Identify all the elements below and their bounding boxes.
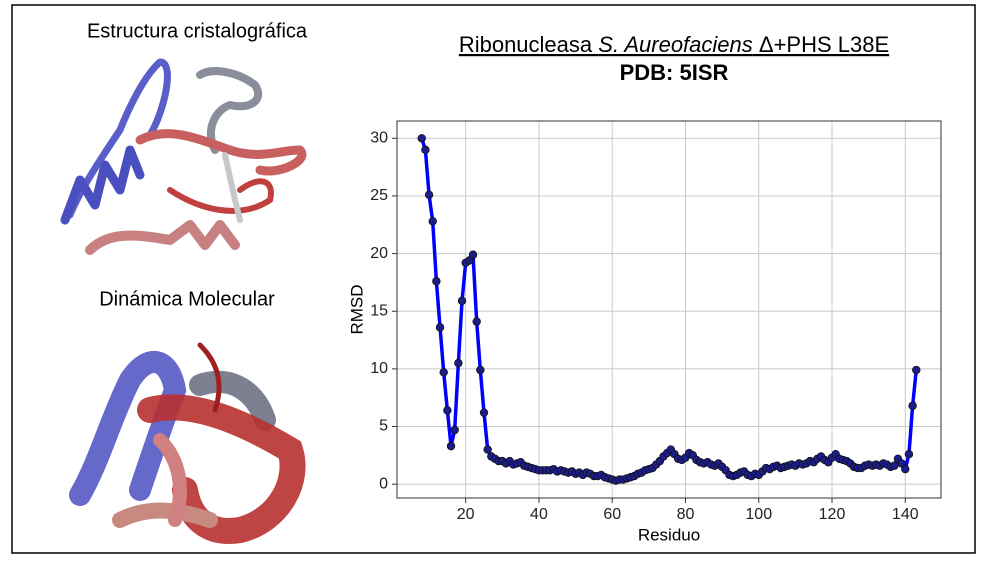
data-point xyxy=(468,250,478,259)
y-tick-label: 30 xyxy=(370,130,388,147)
panel-label: Estructura cristalográfica xyxy=(87,20,308,42)
data-point xyxy=(454,358,463,368)
x-tick-label: 60 xyxy=(603,506,621,523)
data-point xyxy=(417,134,426,143)
y-tick-label: 10 xyxy=(370,360,388,377)
data-point xyxy=(446,441,456,451)
y-tick-label: 25 xyxy=(370,187,388,204)
data-point xyxy=(435,323,445,332)
data-point xyxy=(479,408,489,417)
chart-title: Ribonucleasa S. Aureofaciens Δ+PHS L38E xyxy=(459,32,889,57)
y-tick-label: 20 xyxy=(370,245,388,262)
data-point xyxy=(457,296,467,306)
data-point xyxy=(428,217,437,226)
data-line xyxy=(420,137,919,483)
x-axis-label: Residuo xyxy=(638,525,700,544)
plot-frame xyxy=(396,120,942,499)
data-point xyxy=(450,425,459,435)
data-point xyxy=(432,277,441,286)
panel-label: Dinámica Molecular xyxy=(99,288,275,310)
y-axis-label: RMSD xyxy=(347,284,366,334)
x-tick-label: 80 xyxy=(677,506,695,523)
chart-subtitle: PDB: 5ISR xyxy=(620,60,729,85)
x-tick-label: 120 xyxy=(819,506,846,523)
y-tick-label: 0 xyxy=(379,475,388,492)
x-tick-label: 140 xyxy=(892,506,919,523)
data-point xyxy=(908,401,917,410)
data-point xyxy=(890,461,899,470)
data-point xyxy=(472,317,481,326)
data-point xyxy=(421,145,430,155)
data-point xyxy=(443,406,452,415)
x-tick-label: 20 xyxy=(457,506,475,523)
data-point xyxy=(476,365,485,375)
md-structure xyxy=(69,342,306,544)
title-part: Ribonucleasa xyxy=(459,32,598,57)
data-point xyxy=(901,464,910,474)
title-part: Δ+PHS L38E xyxy=(753,32,889,57)
data-point xyxy=(483,445,492,454)
data-point xyxy=(912,365,921,375)
data-point xyxy=(424,190,434,199)
y-tick-label: 5 xyxy=(379,418,388,435)
data-point xyxy=(904,449,914,459)
crystal-structure xyxy=(60,58,307,255)
data-point xyxy=(439,368,448,377)
frame xyxy=(11,4,976,554)
y-tick-label: 15 xyxy=(370,302,388,319)
x-tick-label: 100 xyxy=(745,506,772,523)
title-part: S. Aureofaciens xyxy=(598,32,753,57)
x-tick-label: 40 xyxy=(530,506,548,523)
